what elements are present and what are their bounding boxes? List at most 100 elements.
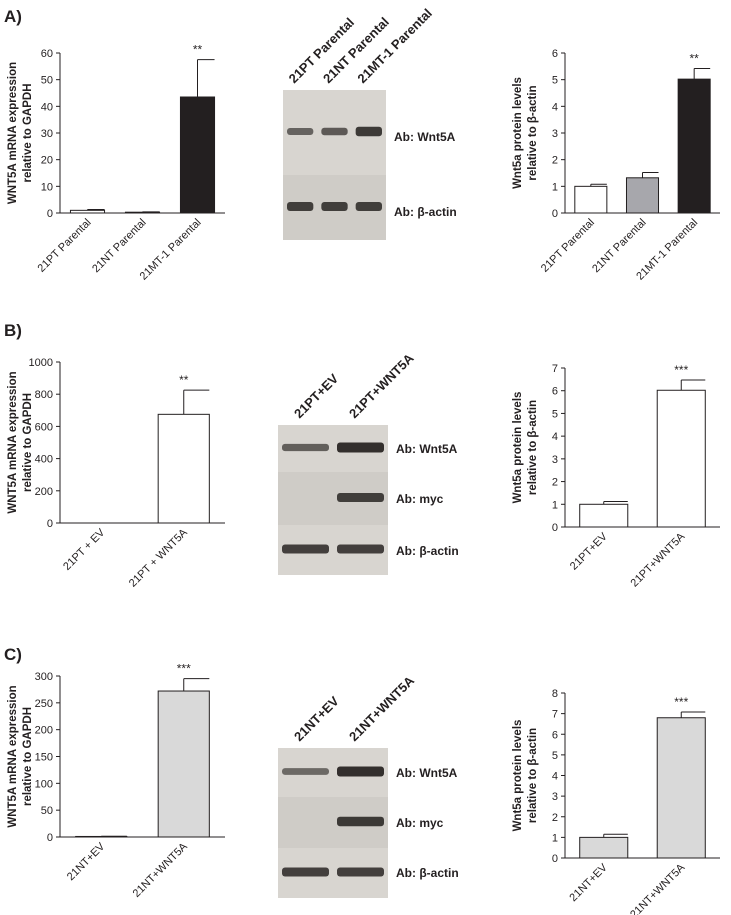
y-tick-label: 0 [552,208,558,220]
blot-band [287,128,314,135]
significance: *** [177,662,191,676]
x-tick-label: 21NT+WNT5A [628,861,688,915]
y-tick-label: 3 [552,791,558,803]
bar [677,78,711,214]
y-tick-label: 50 [41,75,53,87]
y-tick-label: 60 [41,48,53,60]
bar [157,413,210,524]
y-tick-label: 5 [552,750,558,762]
y-tick-label: 3 [552,454,558,466]
y-tick-label: 40 [41,101,53,113]
y-tick-label: 50 [41,805,53,817]
antibody-label: Ab: Wnt5A [396,442,458,456]
x-tick-label: 21PT + WNT5A [127,526,190,589]
lane-label: 21PT+EV [291,371,341,421]
y-tick-label: 6 [552,729,558,741]
x-tick-label: 21PT Parental [539,217,597,275]
antibody-label: Ab: β-actin [394,205,457,219]
y-tick-label: 0 [47,832,53,844]
y-tick-label: 300 [35,671,53,683]
lane-label: 21NT+EV [291,693,342,744]
blot-band [337,816,384,827]
antibody-label: Ab: myc [396,816,444,830]
y-tick-label: 6 [552,386,558,398]
y-tick-label: 1000 [29,357,53,369]
y-tick-label: 0 [552,853,558,865]
y-tick-label: 400 [35,454,53,466]
y-tick-label: 200 [35,486,53,498]
y-tick-label: 5 [552,75,558,87]
blot-band [287,201,314,212]
y-tick-label: 3 [552,128,558,140]
significance: ** [179,373,189,387]
y-tick-label: 4 [552,101,558,113]
y-tick-label: 2 [552,155,558,167]
significance: *** [674,695,688,709]
blot-band [321,201,348,212]
antibody-label: Ab: β-actin [396,544,459,558]
y-tick-label: 150 [35,752,53,764]
x-tick-label: 21PT+WNT5A [629,530,688,589]
y-tick-label: 20 [41,155,53,167]
x-tick-label: 21NT Parental [90,217,149,276]
blot-band [282,768,329,775]
y-tick-label: 800 [35,389,53,401]
y-axis-label: relative to GAPDH [22,707,34,806]
lane-label: 21NT+WNT5A [346,673,418,745]
y-axis-label: Wnt5a protein levels [512,77,524,189]
x-tick-label: 21NT+EV [567,861,610,904]
significance: *** [674,363,688,377]
y-tick-label: 200 [35,725,53,737]
blot-band [282,867,329,877]
lane-label: 21PT+WNT5A [346,350,417,421]
y-tick-label: 100 [35,778,53,790]
y-tick-label: 6 [552,48,558,60]
x-tick-label: 21PT + EV [61,526,108,573]
panel-label: B) [4,321,22,340]
antibody-label: Ab: myc [396,492,444,506]
y-tick-label: 0 [47,518,53,530]
bar [579,503,629,528]
y-axis-label: relative to GAPDH [22,393,34,492]
y-axis-label: relative to GAPDH [22,83,34,182]
blot-band [355,201,382,212]
x-tick-label: 21NT+WNT5A [131,840,191,900]
bar [625,177,660,214]
blot-band [337,766,384,777]
y-axis-label: WNT5A mRNA expression [7,685,19,827]
y-tick-label: 8 [552,688,558,700]
y-tick-label: 2 [552,812,558,824]
y-tick-label: 10 [41,181,53,193]
y-axis-label: WNT5A mRNA expression [7,62,19,204]
bar [656,389,706,528]
y-axis-label: Wnt5a protein levels [512,720,524,832]
y-tick-label: 0 [47,208,53,220]
antibody-label: Ab: Wnt5A [396,766,458,780]
blot-band [282,544,329,554]
y-tick-label: 1 [552,832,558,844]
blot-band [337,492,384,503]
panel-label: A) [4,7,22,26]
y-axis-label: relative to β-actin [527,85,539,180]
y-tick-label: 4 [552,431,558,443]
y-tick-label: 7 [552,709,558,721]
x-tick-label: 21NT+EV [65,840,108,883]
y-tick-label: 600 [35,421,53,433]
blot-band [321,127,348,136]
bar [579,836,629,859]
bar [574,185,608,214]
bar [656,717,706,859]
blot-band [355,126,382,137]
y-axis-label: WNT5A mRNA expression [7,371,19,513]
x-tick-label: 21PT Parental [36,217,94,275]
y-tick-label: 4 [552,771,558,783]
y-tick-label: 1 [552,181,558,193]
y-axis-label: relative to β-actin [527,728,539,823]
y-tick-label: 1 [552,499,558,511]
y-tick-label: 250 [35,698,53,710]
bar [179,96,216,214]
x-tick-label: 21NT Parental [590,217,649,276]
antibody-label: Ab: β-actin [396,866,459,880]
x-tick-label: 21PT+EV [568,530,610,572]
